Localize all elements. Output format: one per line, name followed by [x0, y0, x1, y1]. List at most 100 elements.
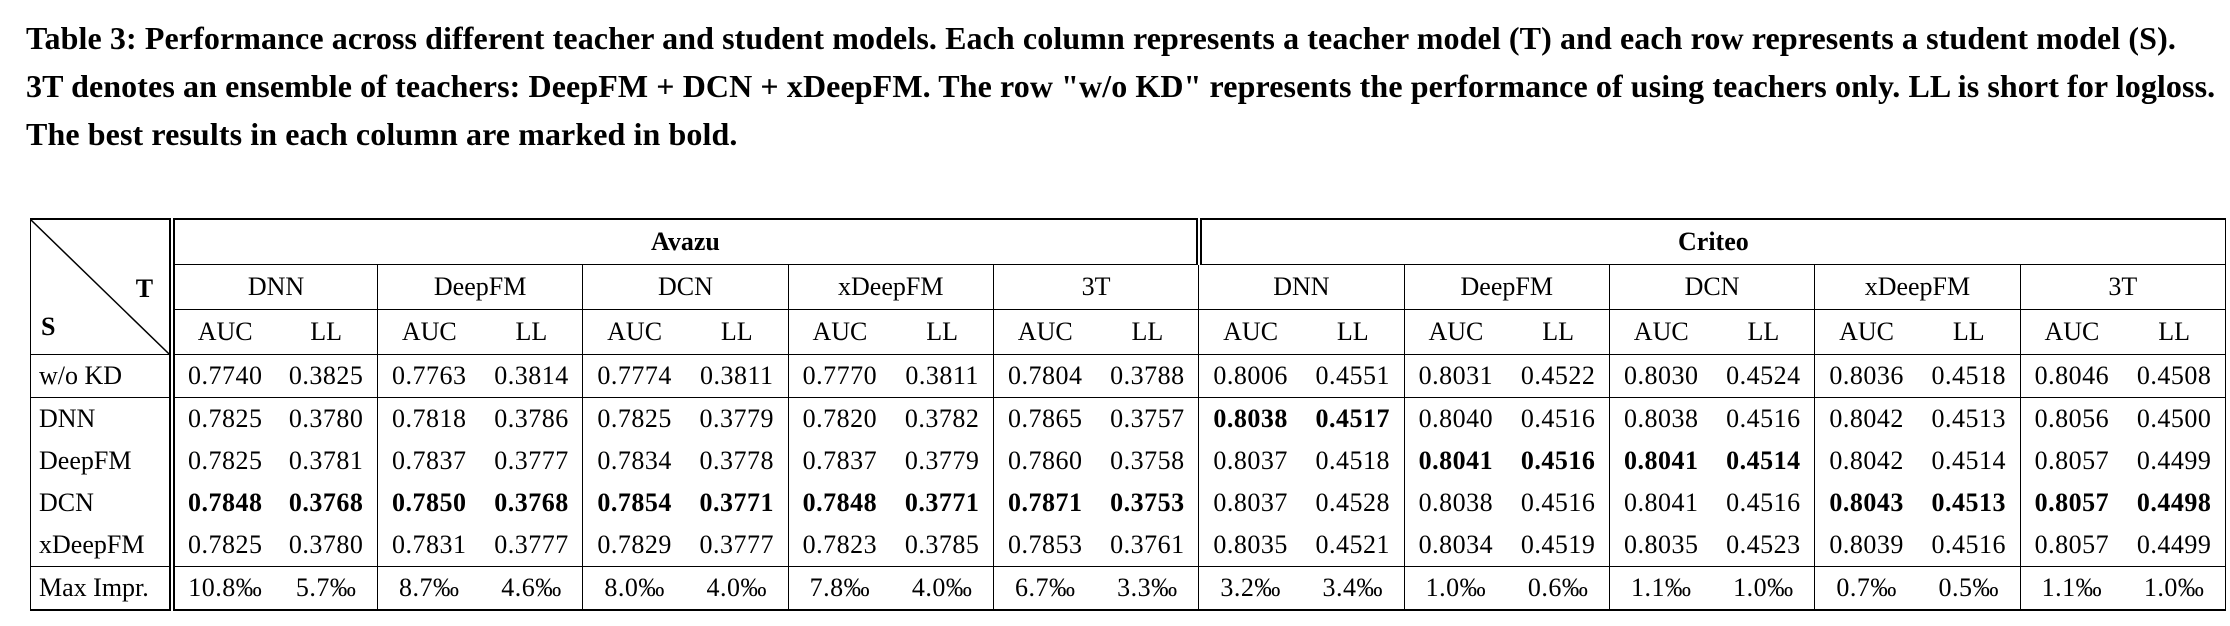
metric-header-cell: LL	[1507, 309, 1610, 355]
metric-header-cell: AUC	[787, 309, 892, 355]
table-cell: 0.8041	[1608, 440, 1713, 482]
table-cell: 0.8057	[2019, 524, 2124, 567]
table-cell: 0.7837	[376, 440, 481, 482]
teacher-header-row: DNN DeepFM DCN xDeepFM 3T DNN DeepFM DCN xDeepFM…	[31, 264, 2227, 310]
teacher-header-cell: DCN	[582, 264, 789, 310]
table-cell: 0.4498	[2123, 482, 2227, 524]
table-row: DeepFM 0.7825 0.3781 0.7837 0.3777 0.7834 0.37…	[30, 440, 2227, 482]
table-cell: 0.8041	[1403, 440, 1508, 482]
table-cell: 4.0‰	[685, 566, 789, 611]
table-cell: 0.3811	[891, 354, 994, 398]
table-cell: 0.3758	[1110, 446, 1185, 475]
teacher-header-cell: DNN	[169, 264, 378, 310]
table-cell: 0.3757	[1110, 404, 1185, 433]
teacher-axis-label: T	[135, 274, 154, 303]
table-cell: 0.7834	[582, 440, 686, 482]
table-cell: 0.5‰	[1917, 566, 2021, 611]
metric-header-cell: AUC	[1403, 309, 1508, 355]
table-cell: 0.4522	[1507, 354, 1610, 398]
table-cell: 0.7818	[376, 397, 481, 440]
table-cell: 1.1‰	[2019, 566, 2124, 611]
table-cell: 0.7825	[169, 440, 276, 482]
row-label: w/o KD	[30, 354, 173, 398]
metric-header-cell: LL	[1917, 309, 2021, 355]
table-cell: 4.6‰	[480, 566, 583, 611]
metric-header-row: AUC LL AUC LL AUC LL AUC LL AUC LL AUC LL AUC LL AUC LL…	[31, 309, 2227, 355]
table-cell: 0.3761	[1110, 530, 1185, 559]
table-cell: 0.4516	[1520, 446, 1596, 475]
table-cell: 0.7848	[169, 482, 276, 524]
table-cell: 0.8035	[1608, 524, 1713, 567]
table-cell: 0.4514	[1726, 446, 1801, 475]
table-cell: 0.4514	[1931, 446, 2006, 475]
teacher-header-cell: 3T	[992, 264, 1199, 310]
table-cell: 0.3814	[480, 354, 583, 398]
table-cell: 0.8043	[1814, 482, 1918, 524]
table-cell: 0.4500	[2123, 397, 2227, 440]
table-cell: 0.4516	[1931, 530, 2006, 559]
metric-header-cell: AUC	[992, 309, 1097, 355]
table-cell: 0.3779	[699, 404, 775, 433]
table-row: DNN 0.7825 0.3780 0.7818 0.3786 0.7825 0.3779 0…	[30, 397, 2227, 440]
row-label: xDeepFM	[30, 524, 173, 567]
table-cell: 0.4516	[1520, 488, 1596, 517]
metric-header-cell: LL	[1096, 309, 1199, 355]
table-cell: 0.7825	[169, 524, 276, 567]
table-cell: 1.0‰	[1403, 566, 1508, 611]
table-cell: 0.3753	[1110, 488, 1185, 517]
table-cell: 0.3780	[288, 404, 364, 433]
table-cell: 0.7804	[992, 354, 1097, 398]
table-cell: 0.3780	[288, 530, 364, 559]
table-cell: 0.3771	[904, 488, 980, 517]
teacher-header-cell: DeepFM	[1403, 264, 1610, 310]
row-label: DNN	[30, 397, 173, 440]
table-cell: 0.3782	[904, 404, 980, 433]
table-cell: 0.3777	[494, 446, 569, 475]
table-cell: 0.4519	[1520, 530, 1596, 559]
table-cell: 0.8035	[1198, 524, 1302, 567]
table-cell: 0.3788	[1096, 354, 1199, 398]
table-cell: 3.2‰	[1198, 566, 1302, 611]
table-cell: 0.4551	[1301, 354, 1405, 398]
table-cell: 0.8057	[2019, 440, 2124, 482]
metric-header-cell: AUC	[2019, 309, 2124, 355]
table-cell: 0.8040	[1403, 397, 1508, 440]
metric-header-cell: AUC	[1814, 309, 1918, 355]
table-cell: 0.8006	[1198, 354, 1302, 398]
student-axis-label: S	[41, 312, 56, 341]
table-cell: 4.0‰	[891, 566, 994, 611]
table-cell: 0.3781	[288, 446, 364, 475]
row-label: DCN	[30, 482, 173, 524]
table-cell: 8.7‰	[376, 566, 481, 611]
row-label: Max Impr.	[30, 566, 173, 611]
corner-diagonal	[31, 220, 169, 354]
results-table-container: T S Avazu Criteo DNN DeepFM DCN xDeepFM 3T DN…	[30, 218, 2227, 611]
table-cell: 0.7823	[787, 524, 892, 567]
table-cell: 5.7‰	[275, 566, 378, 611]
table-cell: 0.8038	[1198, 397, 1302, 440]
table-cell: 0.4523	[1726, 530, 1801, 559]
table-cell: 0.8037	[1198, 482, 1302, 524]
table-cell: 0.7853	[992, 524, 1097, 567]
table-row: DCN 0.7848 0.3768 0.7850 0.3768 0.7854 0.3771 0…	[30, 482, 2227, 524]
table-cell: 0.8037	[1198, 440, 1302, 482]
dataset-header-criteo: Criteo	[1195, 218, 2226, 265]
table-cell: 6.7‰	[992, 566, 1097, 611]
table-cell: 0.3785	[904, 530, 980, 559]
metric-header-cell: LL	[1301, 309, 1405, 355]
table-cell: 0.3777	[699, 530, 775, 559]
dataset-header-avazu: Avazu	[169, 218, 1199, 265]
table-cell: 0.7763	[376, 354, 481, 398]
table-cell: 0.4499	[2123, 440, 2227, 482]
table-cell: 0.4513	[1931, 488, 2006, 517]
metric-header-cell: AUC	[582, 309, 686, 355]
table-cell: 0.3778	[699, 446, 775, 475]
metric-header-cell: LL	[275, 309, 378, 355]
table-cell: 0.7‰	[1814, 566, 1918, 611]
table-cell: 0.8041	[1608, 482, 1713, 524]
table-cell: 0.7831	[376, 524, 481, 567]
table-cell: 0.4518	[1917, 354, 2021, 398]
table-cell: 0.4521	[1315, 530, 1391, 559]
table-row: w/o KD 0.7740 0.3825 0.7763 0.3814 0.7774 0.38…	[30, 354, 2227, 398]
table-cell: 0.8031	[1403, 354, 1508, 398]
